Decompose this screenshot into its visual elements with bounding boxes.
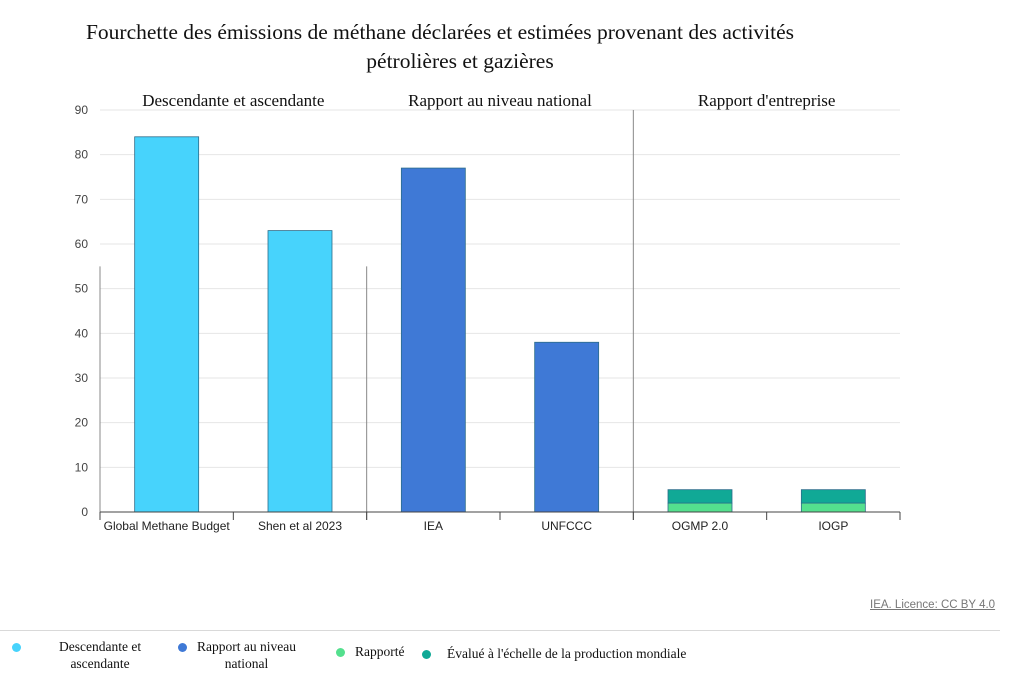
y-tick-label: 70 <box>75 192 89 206</box>
category-label: Global Methane Budget <box>104 519 231 533</box>
panel-label: Rapport au niveau national <box>408 91 592 110</box>
y-tick-label: 90 <box>75 103 89 117</box>
y-tick-label: 30 <box>75 371 89 385</box>
bar <box>400 167 466 513</box>
bar <box>667 502 733 513</box>
legend-label-evalue: Évalué à l'échelle de la production mond… <box>447 646 687 661</box>
legend-label-national-line1: Rapport au niveau <box>197 639 296 654</box>
bar <box>800 502 866 513</box>
bar <box>134 136 200 513</box>
y-tick-label: 80 <box>75 148 89 162</box>
bar <box>667 489 733 504</box>
legend-label-descendante-line2: ascendante <box>70 656 130 671</box>
bar <box>267 230 333 513</box>
category-label: UNFCCC <box>541 519 592 533</box>
legend-item-evalue[interactable]: Évalué à l'échelle de la production mond… <box>422 645 686 662</box>
y-tick-label: 50 <box>75 282 89 296</box>
legend-marker-national <box>178 643 187 652</box>
category-label: Shen et al 2023 <box>258 519 342 533</box>
legend-marker-descendante <box>12 643 21 652</box>
credit-link[interactable]: IEA. Licence: CC BY 4.0 <box>870 599 996 611</box>
y-tick-label: 40 <box>75 326 89 340</box>
legend-label-descendante: Descendante et ascendante <box>59 638 141 672</box>
legend-marker-evalue <box>422 650 431 659</box>
legend-label-descendante-line1: Descendante et <box>59 639 142 654</box>
legend-item-national[interactable]: Rapport au niveau national <box>178 638 296 672</box>
category-label: IOGP <box>818 519 848 533</box>
chart-title-line1: Fourchette des émissions de méthane décl… <box>85 20 795 44</box>
category-label: IEA <box>424 519 443 533</box>
legend-marker-rapporte <box>336 648 345 657</box>
legend-label-rapporte: Rapporté <box>355 644 405 659</box>
y-tick-label: 10 <box>75 460 89 474</box>
legend-label-national-line2: national <box>224 656 269 671</box>
bar <box>534 341 600 513</box>
legend-label-national: Rapport au niveau national <box>197 638 296 672</box>
legend-item-descendante[interactable]: Descendante et ascendante <box>12 638 141 672</box>
panel-label: Rapport d'entreprise <box>698 91 836 110</box>
panel-label: Descendante et ascendante <box>142 91 324 110</box>
category-label: OGMP 2.0 <box>672 519 729 533</box>
bar <box>800 489 866 504</box>
y-tick-label: 20 <box>75 416 89 430</box>
chart-title-line2: pétrolières et gazières <box>366 49 554 73</box>
y-tick-label: 0 <box>81 505 88 519</box>
chart-title: Fourchette des émissions de méthane décl… <box>0 18 880 76</box>
legend-separator <box>0 630 1000 631</box>
legend-item-rapporte[interactable]: Rapporté <box>336 643 405 660</box>
y-tick-label: 60 <box>75 237 89 251</box>
bar-chart: 0 10 20 30 40 50 60 70 80 90 Descendante et ascend… <box>75 91 901 533</box>
